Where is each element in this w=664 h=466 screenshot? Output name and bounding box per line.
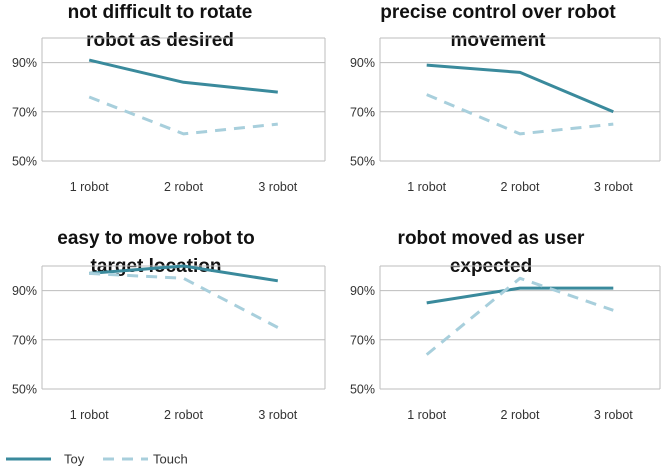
x-tick-label: 3 robot [594,180,633,194]
y-tick-label: 90% [350,284,375,298]
x-tick-label: 3 robot [258,180,297,194]
x-tick-label: 2 robot [164,408,203,422]
chart-title-line: movement [450,30,546,51]
x-tick-label: 2 robot [164,180,203,194]
chart-title-line: precise control over robot [380,2,616,23]
legend-label-touch: Touch [153,452,188,466]
chart-title-line: not difficult to rotate [68,2,253,23]
series-line-toy [88,58,278,94]
legend-label-toy: Toy [64,452,85,466]
x-tick-label: 3 robot [594,408,633,422]
chart-panel-2: precise control over robot movement 50% 70%… [350,2,661,194]
series-line-toy [426,286,614,305]
x-tick-label: 3 robot [258,408,297,422]
y-tick-label: 90% [350,56,375,70]
series-line-touch [88,95,278,136]
chart-panel-1: not difficult to rotate robot as desired 5… [12,2,326,194]
series-line-touch [426,93,614,136]
series-line-touch [425,276,614,356]
y-tick-label: 50% [12,155,37,169]
x-tick-label: 1 robot [70,408,109,422]
y-tick-label: 50% [12,383,37,397]
y-tick-label: 50% [350,155,375,169]
x-tick-label: 1 robot [407,180,446,194]
y-tick-label: 50% [350,383,375,397]
y-tick-label: 90% [12,284,37,298]
y-tick-label: 70% [12,333,37,347]
chart-title-line: easy to move robot to [57,228,254,249]
series-line-toy [89,264,279,283]
x-tick-label: 2 robot [501,408,540,422]
y-tick-label: 70% [350,105,375,119]
y-tick-label: 90% [12,56,37,70]
y-tick-label: 70% [350,333,375,347]
x-tick-label: 1 robot [70,180,109,194]
chart-title-line: robot moved as user [398,228,585,249]
series-line-touch [89,271,279,329]
chart-title-line: robot as desired [86,30,234,51]
x-tick-label: 2 robot [501,180,540,194]
series-line-toy [426,63,614,114]
x-tick-label: 1 robot [407,408,446,422]
y-tick-label: 70% [12,105,37,119]
legend: Toy Touch [6,452,188,466]
